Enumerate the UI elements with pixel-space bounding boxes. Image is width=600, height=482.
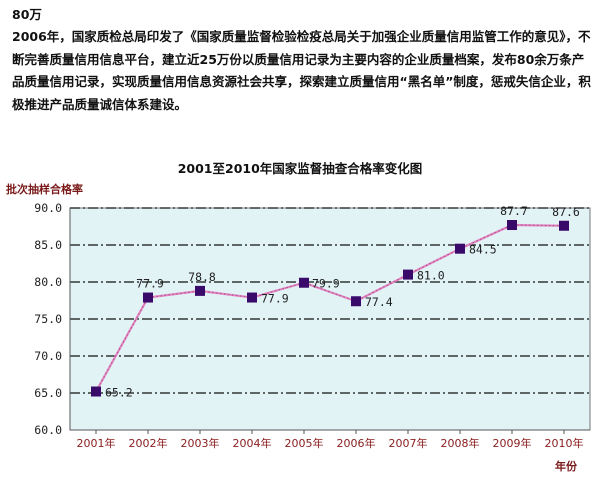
data-point (559, 220, 569, 231)
data-label: 87.7 (500, 204, 528, 218)
y-tick-label: 65.0 (34, 386, 62, 400)
intro-paragraph: 2006年，国家质检总局印发了《国家质量监督检验检疫总局关于加强企业质量信用监管… (12, 29, 591, 112)
x-tick-label: 2006年 (337, 436, 376, 450)
data-label: 78.8 (188, 270, 216, 284)
x-tick-label: 2002年 (129, 436, 168, 450)
section-heading: 80万 (12, 7, 42, 22)
x-tick-label: 2009年 (493, 436, 532, 450)
data-label: 77.9 (136, 277, 164, 291)
y-tick-label: 75.0 (34, 312, 62, 326)
chart-title: 2001至2010年国家监督抽查合格率变化图 (177, 161, 423, 176)
x-tick-label: 2007年 (389, 436, 428, 450)
x-axis-title: 年份 (555, 459, 578, 473)
x-tick-label: 2010年 (545, 436, 584, 450)
data-label: 77.4 (365, 295, 393, 309)
series-line (95, 223, 565, 393)
data-label: 87.6 (552, 205, 580, 219)
y-tick-label: 85.0 (34, 238, 62, 252)
y-tick-label: 60.0 (34, 423, 62, 437)
data-label: 77.9 (261, 292, 289, 306)
data-point (143, 292, 153, 303)
y-tick-label: 70.0 (34, 349, 62, 363)
x-tick-label: 2008年 (441, 436, 480, 450)
data-point (247, 292, 257, 303)
data-label: 79.9 (312, 277, 340, 291)
data-label: 84.5 (469, 243, 497, 257)
data-label: 65.2 (105, 386, 133, 400)
data-point (455, 243, 465, 254)
data-point (299, 277, 309, 288)
x-tick-label: 2001年 (77, 436, 116, 450)
x-tick-label: 2005年 (285, 436, 324, 450)
data-label: 81.0 (417, 269, 445, 283)
data-point (507, 220, 517, 231)
data-point (403, 269, 413, 280)
data-point (195, 285, 205, 296)
y-tick-label: 80.0 (34, 275, 62, 289)
x-tick-label: 2003年 (181, 436, 220, 450)
data-point (91, 386, 101, 397)
data-point (351, 296, 361, 307)
x-tick-label: 2004年 (233, 436, 272, 450)
y-tick-label: 90.0 (34, 201, 62, 215)
y-axis-title: 批次抽样合格率 (6, 182, 83, 196)
intro-text: 80万 2006年，国家质检总局印发了《国家质量监督检验检疫总局关于加强企业质量… (12, 4, 592, 116)
